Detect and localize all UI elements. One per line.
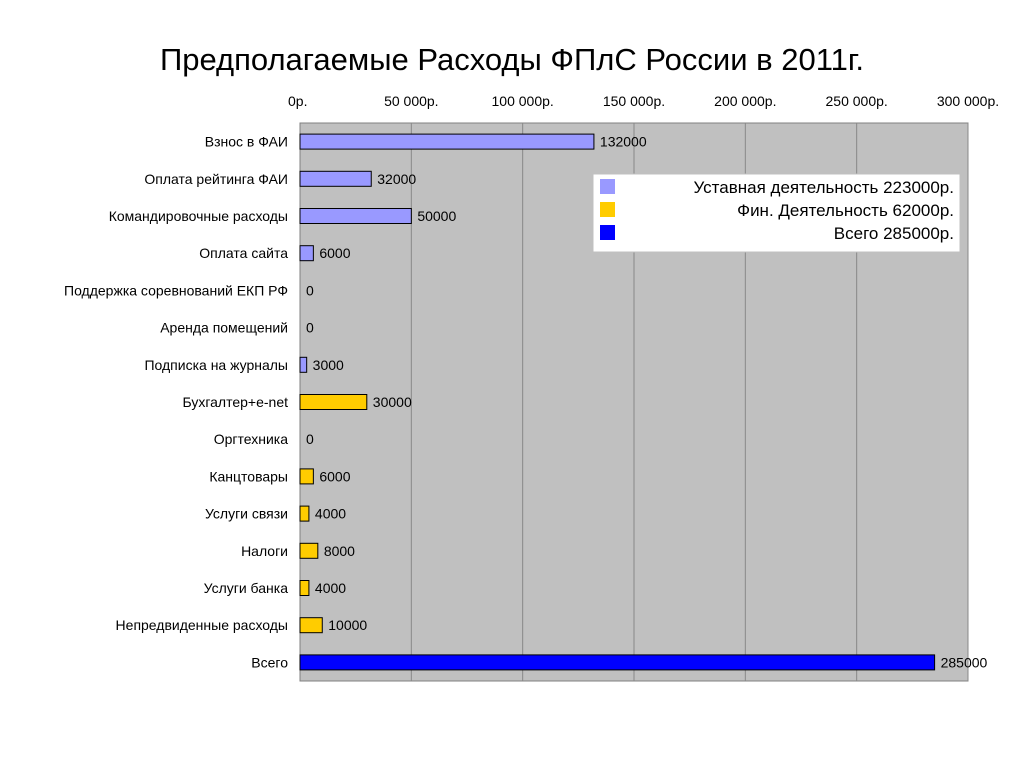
x-tick-label: 50 000р. (384, 93, 439, 109)
category-label: Поддержка соревнований ЕКП РФ (64, 282, 288, 298)
data-label: 6000 (319, 245, 350, 261)
legend-swatch (600, 179, 615, 194)
data-label: 4000 (315, 580, 346, 596)
data-label: 4000 (315, 506, 346, 522)
x-tick-label: 250 000р. (826, 93, 888, 109)
data-label: 132000 (600, 134, 647, 150)
x-axis-ticks: 0р. 50 000р. 100 000р. 150 000р. 200 000р. 25… (288, 93, 999, 109)
data-label: 32000 (377, 171, 416, 187)
legend-entry: Уставная деятельность 223000р. (694, 178, 954, 197)
data-label: 0 (306, 320, 314, 336)
category-label: Бухгалтер+e-net (182, 394, 288, 410)
data-label: 10000 (328, 617, 367, 633)
category-label: Оргтехника (214, 431, 289, 447)
legend-entry: Фин. Деятельность 62000р. (737, 201, 954, 220)
data-label: 3000 (313, 357, 344, 373)
category-label: Командировочные расходы (109, 208, 288, 224)
data-label: 8000 (324, 543, 355, 559)
bar (299, 394, 368, 410)
category-label: Налоги (241, 543, 288, 559)
legend-entry: Всего 285000р. (834, 224, 954, 243)
bar (299, 356, 308, 373)
data-label: 50000 (417, 208, 456, 224)
category-label: Взнос в ФАИ (205, 134, 288, 150)
category-label: Оплата рейтинга ФАИ (144, 171, 288, 187)
bar (299, 542, 319, 559)
x-tick-label: 150 000р. (603, 93, 665, 109)
bar (299, 580, 310, 596)
category-label: Оплата сайта (199, 245, 288, 261)
x-tick-label: 100 000р. (492, 93, 554, 109)
bar (299, 245, 314, 262)
legend-box (592, 173, 961, 253)
bar (299, 617, 323, 634)
bar (299, 505, 310, 522)
category-label: Услуги связи (205, 506, 288, 522)
category-label: Аренда помещений (160, 320, 288, 336)
category-label: Всего (251, 654, 288, 670)
category-label: Непредвиденные расходы (116, 617, 288, 633)
category-labels: Взнос в ФАИ Оплата рейтинга ФАИ Командиров… (64, 134, 288, 671)
data-label: 0 (306, 431, 314, 447)
category-label: Услуги банка (204, 580, 289, 596)
category-label: Подписка на журналы (144, 357, 288, 373)
data-label: 6000 (319, 468, 350, 484)
data-label: 0 (306, 282, 314, 298)
legend: Уставная деятельность 223000р. Фин. Деяте… (592, 173, 961, 253)
bar (299, 468, 314, 485)
bar (299, 170, 372, 187)
data-labels: 132000 32000 50000 6000 0 0 3000 30000 0 6000 4000… (306, 134, 988, 671)
bar (299, 208, 412, 224)
bar (299, 654, 936, 671)
legend-swatch (600, 225, 615, 240)
legend-swatch (600, 202, 615, 217)
data-label: 30000 (373, 394, 412, 410)
x-tick-label: 200 000р. (714, 93, 776, 109)
x-tick-label: 300 000р. (937, 93, 999, 109)
category-label: Канцтовары (209, 468, 288, 484)
data-label: 285000 (941, 654, 988, 670)
chart-title: Предполагаемые Расходы ФПлС России в 201… (160, 42, 864, 77)
bars (299, 133, 936, 671)
bar (299, 133, 595, 150)
x-tick-label: 0р. (288, 93, 307, 109)
